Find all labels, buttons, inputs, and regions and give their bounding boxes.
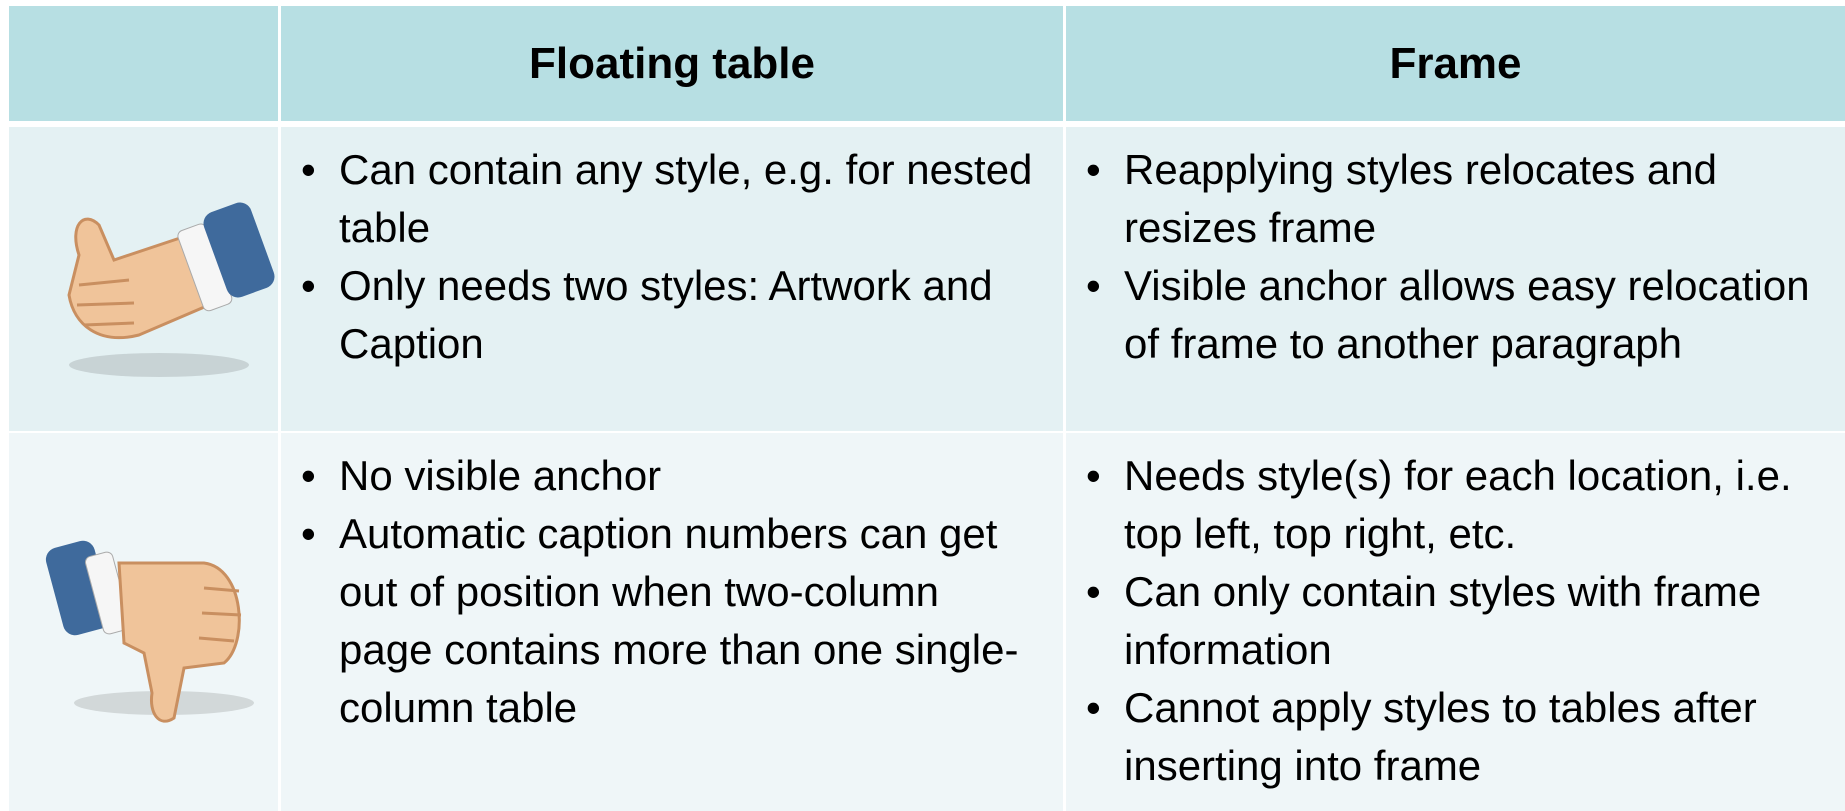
- bullet-item: No visible anchor: [301, 447, 1043, 505]
- cell: Reapplying styles relocates and resizes …: [1066, 127, 1845, 431]
- bullet-list: Reapplying styles relocates and resizes …: [1066, 141, 1835, 373]
- bullet-item: Can contain any style, e.g. for nested t…: [301, 141, 1043, 257]
- cell: Needs style(s) for each location, i.e. t…: [1066, 433, 1845, 811]
- column-header: Frame: [1066, 6, 1845, 121]
- bullet-item: Can only contain styles with frame infor…: [1086, 563, 1835, 679]
- bullet-list: Needs style(s) for each location, i.e. t…: [1066, 447, 1835, 795]
- bullet-item: Needs style(s) for each location, i.e. t…: [1086, 447, 1835, 563]
- column-header: Floating table: [281, 6, 1063, 121]
- cell: Can contain any style, e.g. for nested t…: [281, 127, 1063, 431]
- bullet-item: Visible anchor allows easy relocation of…: [1086, 257, 1835, 373]
- icon-cell: [9, 433, 278, 811]
- icon-cell: [9, 127, 278, 431]
- bullet-item: Automatic caption numbers can get out of…: [301, 505, 1043, 737]
- bullet-item: Reapplying styles relocates and resizes …: [1086, 141, 1835, 257]
- thumbs-up-icon: [67, 202, 275, 377]
- thumbs-down-icon: [45, 540, 254, 723]
- cell: No visible anchorAutomatic caption numbe…: [281, 433, 1063, 811]
- header-corner: [9, 6, 278, 121]
- bullet-item: Only needs two styles: Artwork and Capti…: [301, 257, 1043, 373]
- bullet-list: Can contain any style, e.g. for nested t…: [281, 141, 1043, 373]
- bullet-item: Cannot apply styles to tables after inse…: [1086, 679, 1835, 795]
- bullet-list: No visible anchorAutomatic caption numbe…: [281, 447, 1043, 737]
